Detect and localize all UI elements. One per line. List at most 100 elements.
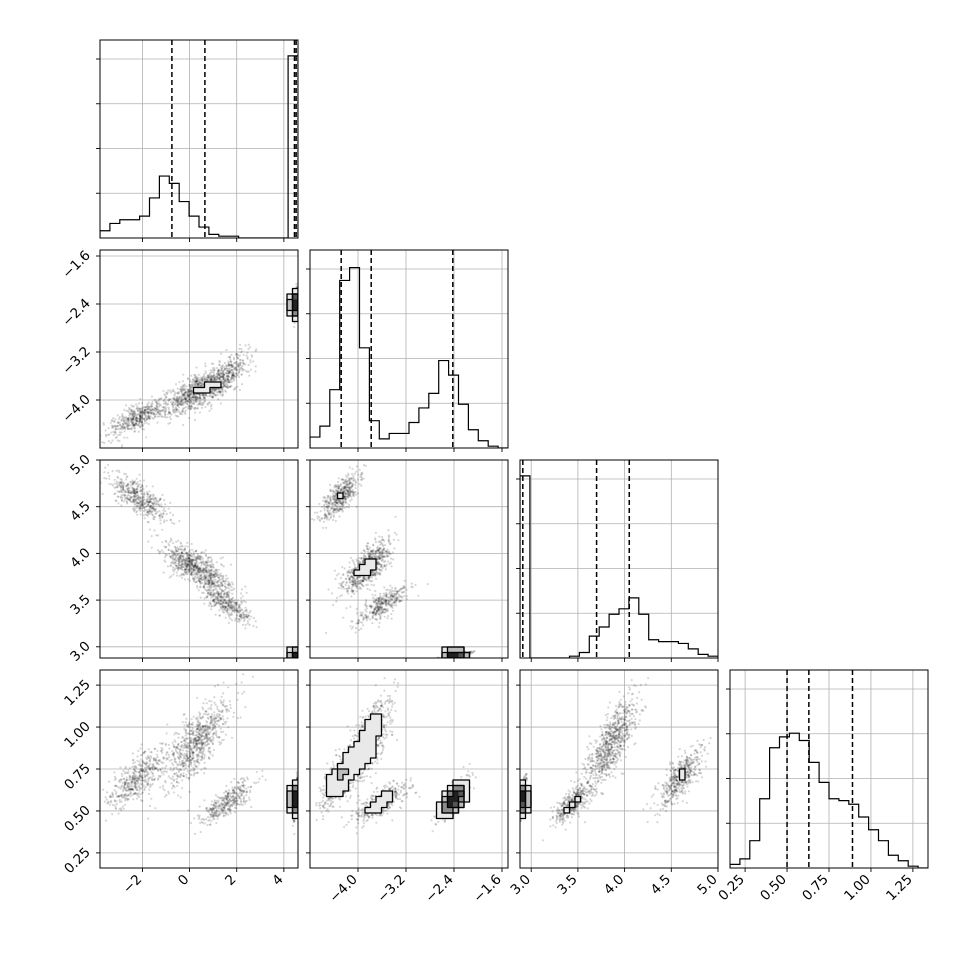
scatter-point [365,607,369,610]
scatter-point [380,596,383,599]
scatter-point [198,396,201,399]
scatter-point [377,597,380,600]
scatter-point [197,589,200,592]
histogram-step [100,55,298,238]
scatter-point [132,778,135,782]
scatter-point [222,377,225,380]
scatter-point [193,398,197,401]
scatter-point [140,769,143,773]
scatter-point [120,480,123,483]
scatter-point [162,389,165,392]
scatter-point [186,393,189,396]
scatter-point [199,575,202,578]
density-cell [287,305,293,311]
scatter-point [196,584,199,587]
scatter-point [222,574,225,578]
scatter-point [199,381,202,384]
scatter-point [183,400,186,403]
scatter-point [127,494,130,497]
scatter-point [247,363,250,367]
scatter-point [389,588,392,592]
scatter-point [133,503,136,506]
scatter-point [211,563,215,566]
scatter-point [173,553,176,556]
scatter-point [188,560,192,563]
scatter-point [223,580,226,583]
scatter-point [332,511,336,514]
scatter-point [348,466,351,469]
scatter-point [217,594,221,597]
scatter-point [221,390,224,393]
scatter-point [241,615,244,618]
scatter-point [382,595,385,598]
scatter-point [213,388,216,391]
scatter-point [232,608,235,611]
scatter-point [199,571,202,574]
density-cell [292,647,298,653]
scatter-point [195,366,198,369]
scatter-point [348,578,351,581]
scatter-point [111,484,115,487]
scatter-point [226,372,229,375]
scatter-point [228,367,231,370]
scatter-point [136,408,139,411]
scatter-point [198,567,201,570]
scatter-point [217,602,220,605]
scatter-point [327,501,330,504]
scatter-point [163,408,166,411]
scatter-point [366,545,369,548]
scatter-point [167,413,170,416]
scatter-point [136,490,139,494]
scatter-point [224,605,227,609]
scatter-point [227,381,230,384]
scatter-point [117,502,120,505]
scatter-point [219,606,222,610]
scatter-point [426,583,429,586]
scatter-point [337,572,340,575]
scatter-point [219,575,222,578]
scatter-point [366,552,369,556]
scatter-point [345,483,348,487]
scatter-point [378,554,381,557]
scatter-point [190,559,193,562]
scatter-point [138,411,141,414]
scatter-point [351,578,354,582]
scatter-point [335,508,338,511]
scatter-point [222,382,225,385]
scatter-point [201,569,205,572]
scatter-point [158,513,161,516]
scatter-point [350,589,353,592]
scatter-point [188,383,191,386]
scatter-point [130,410,133,413]
scatter-point [195,377,198,380]
scatter-point [210,596,213,599]
scatter-point [332,508,335,511]
scatter-point [150,411,153,414]
scatter-point [378,552,381,555]
scatter-point [182,558,185,561]
scatter-point [348,478,351,481]
scatter-point [231,583,235,586]
scatter-point [385,608,388,611]
scatter-point [191,562,194,566]
scatter-point [356,492,359,495]
scatter-point [376,560,379,563]
scatter-point [402,586,405,590]
scatter-point [331,507,334,510]
scatter-point [187,569,190,572]
density-cell [365,564,371,571]
scatter-point [397,593,400,596]
scatter-point [390,594,393,597]
scatter-point [180,399,183,402]
scatter-point [149,767,152,770]
scatter-point [159,514,162,517]
scatter-point [135,511,138,514]
scatter-point [155,753,159,756]
scatter-point [344,486,347,489]
scatter-point [387,551,390,554]
scatter-point [208,593,212,597]
scatter-point [392,595,395,598]
scatter-point [390,599,393,602]
scatter-point [219,402,222,405]
scatter-point [165,391,168,394]
